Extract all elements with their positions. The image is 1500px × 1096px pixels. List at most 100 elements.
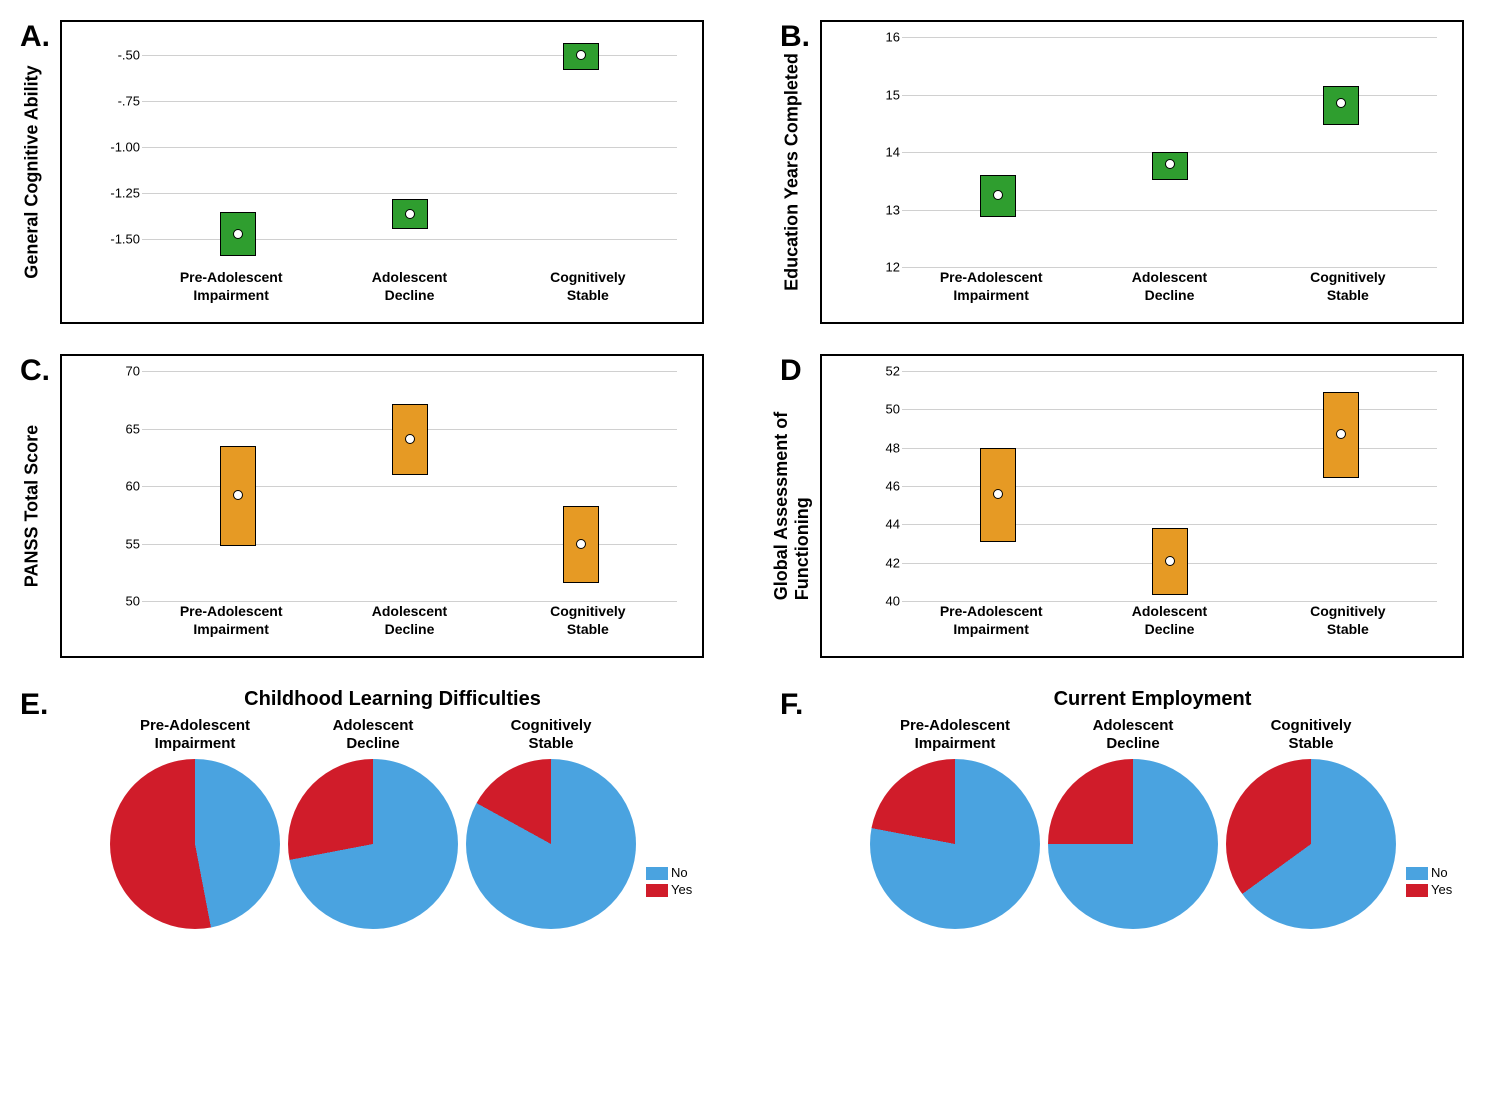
y-tick-label: 46 <box>860 479 900 494</box>
y-tick-label: -1.25 <box>100 186 140 201</box>
pie-sublabel: Pre-AdolescentImpairment <box>900 717 1010 755</box>
pie-sublabel: AdolescentDecline <box>333 717 414 755</box>
pie-sublabel: CognitivelyStable <box>511 717 592 755</box>
panel-c-xlabels: Pre-AdolescentImpairmentAdolescentDeclin… <box>142 603 677 648</box>
panel-a-chart: General Cognitive Ability -.50-.75-1.00-… <box>60 20 704 324</box>
gridline <box>142 193 677 194</box>
y-tick-label: 52 <box>860 364 900 379</box>
panel-f-label: F. <box>780 688 803 722</box>
gridline <box>902 37 1437 38</box>
y-tick-label: 44 <box>860 517 900 532</box>
panel-a-yticks: -.50-.75-1.00-1.25-1.50 <box>100 37 140 267</box>
pie-chart <box>1226 759 1396 929</box>
swatch-no-icon <box>1406 867 1428 880</box>
gridline <box>142 371 677 372</box>
panel-e: E. Childhood Learning Difficulties Pre-A… <box>20 688 720 929</box>
panel-b-label: B. <box>780 20 810 54</box>
pie-sublabel: Pre-AdolescentImpairment <box>140 717 250 755</box>
pie-cell: Pre-AdolescentImpairment <box>870 717 1040 929</box>
x-category-label: Pre-AdolescentImpairment <box>142 269 320 314</box>
legend-no-label: No <box>671 865 688 882</box>
panel-d-chart: Global Assessment ofFunctioning 40424446… <box>820 354 1464 658</box>
y-tick-label: 15 <box>860 87 900 102</box>
pie-chart <box>870 759 1040 929</box>
swatch-yes-icon <box>1406 884 1428 897</box>
x-category-label: CognitivelyStable <box>499 269 677 314</box>
x-category-label: AdolescentDecline <box>320 603 498 648</box>
y-tick-label: 12 <box>860 260 900 275</box>
panel-a-ylabel: General Cognitive Ability <box>22 65 43 278</box>
x-category-label: AdolescentDecline <box>1080 269 1258 314</box>
box-median-dot <box>993 190 1003 200</box>
panel-f-title: Current Employment <box>825 688 1480 711</box>
panel-f-pies: Pre-AdolescentImpairment AdolescentDeclin… <box>870 717 1396 929</box>
legend-no-label: No <box>1431 865 1448 882</box>
pie-chart <box>1048 759 1218 929</box>
panel-c: C. PANSS Total Score 5055606570 Pre-Adol… <box>20 354 720 658</box>
y-tick-label: 48 <box>860 440 900 455</box>
pie-cell: CognitivelyStable <box>466 717 636 929</box>
panel-c-plot <box>142 371 677 601</box>
x-category-label: CognitivelyStable <box>499 603 677 648</box>
x-category-label: CognitivelyStable <box>1259 603 1437 648</box>
box-median-dot <box>1336 98 1346 108</box>
y-tick-label: 50 <box>100 594 140 609</box>
panel-f: F. Current Employment Pre-AdolescentImpa… <box>780 688 1480 929</box>
x-category-label: CognitivelyStable <box>1259 269 1437 314</box>
box-median-dot <box>233 229 243 239</box>
x-category-label: AdolescentDecline <box>320 269 498 314</box>
x-category-label: Pre-AdolescentImpairment <box>902 603 1080 648</box>
x-category-label: AdolescentDecline <box>1080 603 1258 648</box>
gridline <box>902 601 1437 602</box>
box-median-dot <box>1336 429 1346 439</box>
panel-f-legend: No Yes <box>1406 865 1452 899</box>
panel-d-yticks: 40424446485052 <box>860 371 900 601</box>
pie-chart <box>466 759 636 929</box>
box-median-dot <box>405 434 415 444</box>
swatch-no-icon <box>646 867 668 880</box>
panel-e-title: Childhood Learning Difficulties <box>65 688 720 711</box>
x-category-label: Pre-AdolescentImpairment <box>902 269 1080 314</box>
x-category-label: Pre-AdolescentImpairment <box>142 603 320 648</box>
pie-cell: Pre-AdolescentImpairment <box>110 717 280 929</box>
y-tick-label: 65 <box>100 421 140 436</box>
panel-e-legend: No Yes <box>646 865 692 899</box>
figure-grid: A. General Cognitive Ability -.50-.75-1.… <box>20 20 1480 929</box>
legend-yes-label: Yes <box>1431 882 1452 899</box>
panel-e-pies: Pre-AdolescentImpairment AdolescentDeclin… <box>110 717 636 929</box>
panel-d-plot <box>902 371 1437 601</box>
panel-d-ylabel: Global Assessment ofFunctioning <box>771 412 813 600</box>
panel-b-yticks: 1213141516 <box>860 37 900 267</box>
gridline <box>902 267 1437 268</box>
panel-e-label: E. <box>20 688 48 722</box>
swatch-yes-icon <box>646 884 668 897</box>
gridline <box>142 601 677 602</box>
panel-b: B. Education Years Completed 1213141516 … <box>780 20 1480 324</box>
legend-yes-label: Yes <box>671 882 692 899</box>
y-tick-label: 40 <box>860 594 900 609</box>
panel-d-xlabels: Pre-AdolescentImpairmentAdolescentDeclin… <box>902 603 1437 648</box>
y-tick-label: 50 <box>860 402 900 417</box>
box-median-dot <box>1165 556 1175 566</box>
panel-a-plot <box>142 37 677 267</box>
box-median-dot <box>405 209 415 219</box>
panel-a: A. General Cognitive Ability -.50-.75-1.… <box>20 20 720 324</box>
y-tick-label: 13 <box>860 202 900 217</box>
pie-chart <box>288 759 458 929</box>
pie-cell: AdolescentDecline <box>288 717 458 929</box>
panel-c-chart: PANSS Total Score 5055606570 Pre-Adolesc… <box>60 354 704 658</box>
y-tick-label: -1.50 <box>100 232 140 247</box>
y-tick-label: -.50 <box>100 48 140 63</box>
y-tick-label: 60 <box>100 479 140 494</box>
pie-sublabel: AdolescentDecline <box>1093 717 1174 755</box>
panel-a-xlabels: Pre-AdolescentImpairmentAdolescentDeclin… <box>142 269 677 314</box>
box-median-dot <box>993 489 1003 499</box>
panel-b-plot <box>902 37 1437 267</box>
panel-d-label: D <box>780 354 802 388</box>
box-median-dot <box>576 539 586 549</box>
gridline <box>902 371 1437 372</box>
box-median-dot <box>233 490 243 500</box>
gridline <box>142 101 677 102</box>
panel-c-ylabel: PANSS Total Score <box>22 425 43 587</box>
y-tick-label: 42 <box>860 555 900 570</box>
